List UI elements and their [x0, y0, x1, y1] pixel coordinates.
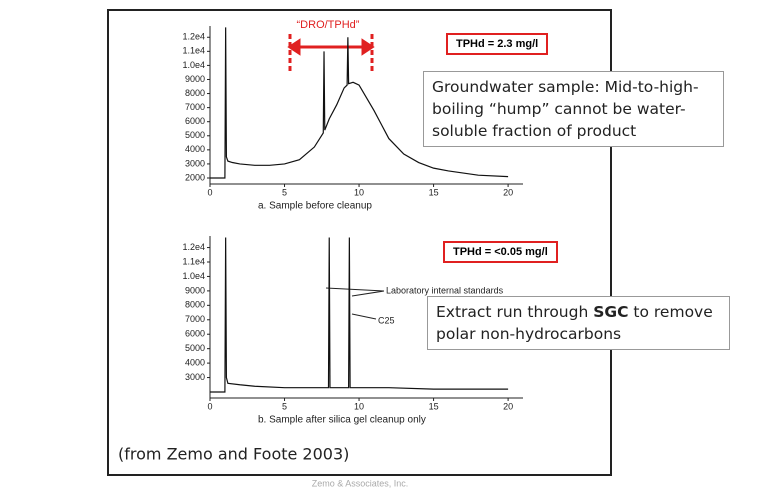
- y-tick-label: 7000: [185, 102, 205, 112]
- peak-label: C25: [378, 315, 395, 325]
- range-arrow: [287, 34, 375, 74]
- y-tick-label: 3000: [185, 372, 205, 382]
- note-text: SGC: [593, 303, 629, 321]
- y-tick-label: 2000: [185, 172, 205, 182]
- y-tick-label: 9000: [185, 74, 205, 84]
- range-label: “DRO/TPHd”: [297, 19, 360, 31]
- x-tick-label: 10: [354, 187, 364, 197]
- note-text: Extract run through: [436, 303, 594, 321]
- standards-arrows: [325, 287, 385, 320]
- x-tick-label: 20: [503, 187, 513, 197]
- x-tick-label: 15: [429, 187, 439, 197]
- y-tick-label: 6000: [185, 116, 205, 126]
- y-tick-label: 8000: [185, 88, 205, 98]
- caption: a. Sample before cleanup: [258, 201, 372, 212]
- y-tick-label: 5000: [185, 130, 205, 140]
- result-label: TPHd = 2.3 mg/l: [446, 33, 549, 55]
- note: Groundwater sample: Mid-to-high-boiling …: [423, 71, 724, 147]
- x-tick-label: 10: [354, 401, 364, 411]
- y-tick-label: 1.2e4: [182, 242, 205, 252]
- y-tick-label: 4000: [185, 144, 205, 154]
- y-tick-label: 9000: [185, 285, 205, 295]
- x-tick-label: 15: [429, 401, 439, 411]
- y-tick-label: 5000: [185, 343, 205, 353]
- caption: b. Sample after silica gel cleanup only: [258, 415, 426, 426]
- y-tick-label: 7000: [185, 314, 205, 324]
- standards-label: Laboratory internal standards: [386, 285, 504, 295]
- note: Extract run through SGC to remove polar …: [427, 296, 730, 350]
- y-tick-label: 6000: [185, 329, 205, 339]
- x-tick-label: 5: [282, 187, 287, 197]
- x-tick-label: 20: [503, 401, 513, 411]
- trace: [210, 237, 509, 393]
- x-tick-label: 0: [207, 401, 212, 411]
- y-tick-label: 1.0e4: [182, 271, 205, 281]
- figure-frame: [107, 9, 612, 476]
- y-tick-label: 1.1e4: [182, 256, 205, 266]
- y-tick-label: 3000: [185, 158, 205, 168]
- y-tick-label: 4000: [185, 357, 205, 367]
- y-tick-label: 1.0e4: [182, 60, 205, 70]
- y-tick-label: 1.2e4: [182, 32, 205, 42]
- note-text: to remove polar non-hydrocarbons: [436, 303, 713, 343]
- source: (from Zemo and Foote 2003): [118, 445, 349, 464]
- trace: [210, 27, 509, 179]
- x-tick-label: 0: [207, 187, 212, 197]
- y-tick-label: 1.1e4: [182, 46, 205, 56]
- footer: Zemo & Associates, Inc.: [312, 478, 409, 488]
- x-tick-label: 5: [282, 401, 287, 411]
- y-tick-label: 8000: [185, 300, 205, 310]
- result-label: TPHd = <0.05 mg/l: [443, 241, 558, 263]
